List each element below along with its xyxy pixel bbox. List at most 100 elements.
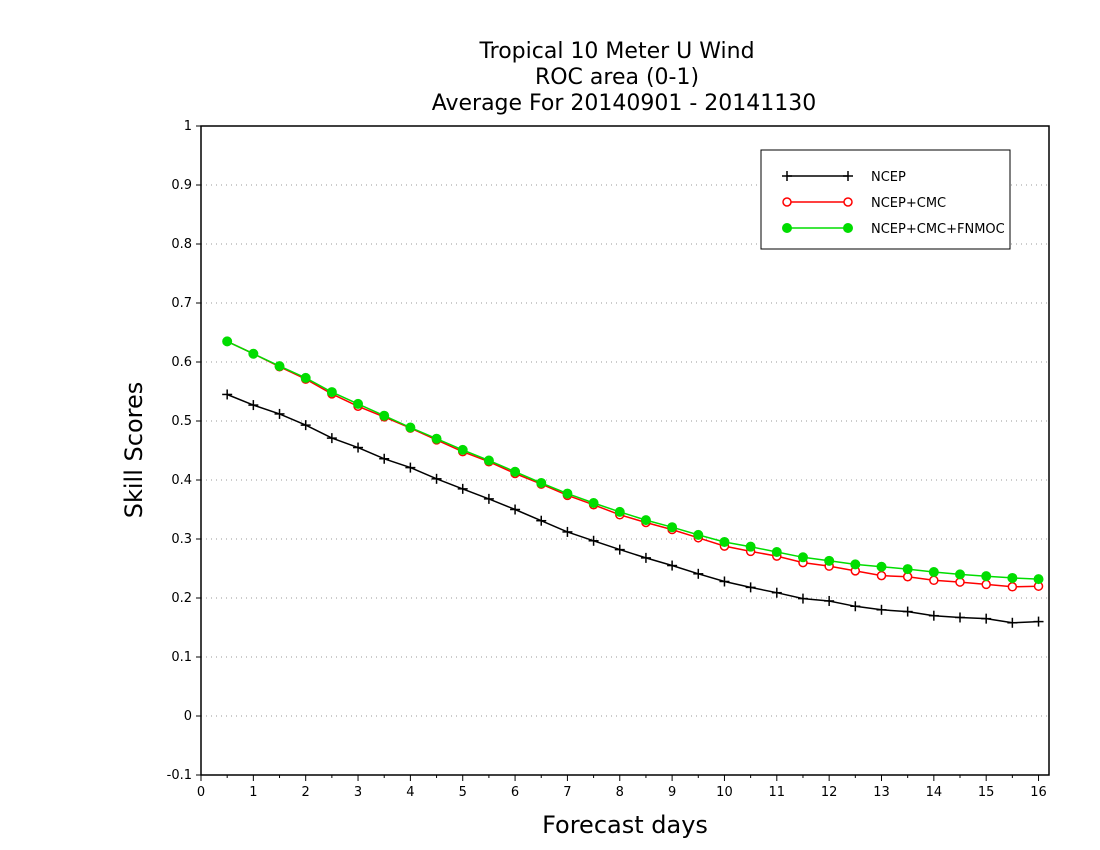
data-point-ncep — [457, 483, 468, 494]
x-tick-label: 14 — [926, 785, 943, 800]
data-point-ncep — [667, 560, 678, 571]
data-point-ncep — [614, 544, 625, 555]
data-point-ncep — [588, 535, 599, 546]
data-point-ncep — [353, 442, 364, 453]
y-tick-label: 0.2 — [171, 591, 192, 606]
data-point-ncep-cmc-fnmoc — [771, 546, 782, 557]
series-line-ncep — [226, 393, 1039, 624]
y-tick-label: 0 — [184, 709, 192, 724]
legend-marker — [782, 223, 792, 233]
x-tick-label: 8 — [616, 785, 624, 800]
chart-title: Tropical 10 Meter U Wind ROC area (0-1) … — [432, 39, 817, 116]
data-point-ncep-cmc-fnmoc — [928, 567, 939, 578]
data-point-ncep-cmc-fnmoc — [955, 569, 966, 580]
data-point-ncep-cmc-fnmoc — [745, 541, 756, 552]
data-point-ncep — [1007, 617, 1018, 628]
y-tick-label: 0.8 — [171, 237, 192, 252]
data-point-ncep — [483, 493, 494, 504]
y-axis-ticks: -0.1 0 0.1 0.2 0.3 0.4 0.5 0.6 0.7 0.8 0.9 1 — [167, 119, 201, 783]
series-layer — [222, 336, 1044, 628]
data-point-ncep-cmc-fnmoc — [326, 387, 337, 398]
data-point-ncep — [274, 408, 285, 419]
x-tick-label: 7 — [563, 785, 571, 800]
data-point-ncep — [797, 593, 808, 604]
x-tick-label: 4 — [406, 785, 414, 800]
series-ncep — [222, 389, 1044, 628]
y-tick-label: 0.6 — [171, 355, 192, 370]
data-point-ncep-cmc-fnmoc — [353, 398, 364, 409]
legend-box — [760, 149, 1011, 250]
y-tick-label: 0.1 — [171, 650, 192, 665]
data-point-ncep-cmc-fnmoc — [667, 522, 678, 533]
y-axis-label: Skill Scores — [120, 382, 148, 519]
x-axis-label: Forecast days — [542, 811, 708, 839]
legend-marker — [843, 197, 853, 207]
legend-item-ncep-cmc: NCEP+CMC — [782, 196, 946, 211]
data-point-ncep-cmc — [1007, 582, 1018, 592]
data-point-ncep-cmc-fnmoc — [824, 555, 835, 566]
data-point-ncep-cmc-fnmoc — [222, 336, 233, 347]
legend-label: NCEP — [871, 170, 906, 185]
chart-title-line-3: Average For 20140901 - 20141130 — [432, 91, 817, 116]
data-point-ncep-cmc-fnmoc — [1007, 572, 1018, 583]
data-point-ncep — [719, 576, 730, 587]
data-point-ncep — [379, 453, 390, 464]
data-point-ncep-cmc-fnmoc — [379, 410, 390, 421]
legend-marker — [843, 223, 853, 233]
data-point-ncep-cmc-fnmoc — [562, 488, 573, 499]
x-tick-label: 6 — [511, 785, 519, 800]
x-tick-label: 12 — [821, 785, 838, 800]
y-tick-label: -0.1 — [167, 768, 192, 783]
data-point-ncep-cmc-fnmoc — [248, 348, 259, 359]
gridlines — [201, 184, 1049, 717]
y-tick-label: 0.9 — [171, 178, 192, 193]
data-point-ncep-cmc-fnmoc — [510, 466, 521, 477]
data-point-ncep-cmc — [981, 579, 991, 590]
data-point-ncep-cmc-fnmoc — [640, 515, 651, 526]
legend-label: NCEP+CMC+FNMOC — [871, 222, 1005, 237]
data-point-ncep-cmc-fnmoc — [693, 529, 704, 540]
data-point-ncep-cmc-fnmoc — [902, 564, 913, 575]
legend: NCEP NCEP+CMC NCEP+CMC+FNMOC — [760, 149, 1011, 250]
legend-label: NCEP+CMC — [871, 196, 946, 211]
data-point-ncep — [536, 515, 547, 526]
x-tick-label: 11 — [769, 785, 786, 800]
data-point-ncep — [955, 612, 966, 623]
data-point-ncep — [248, 400, 259, 411]
legend-marker — [782, 171, 792, 181]
data-point-ncep — [300, 420, 311, 431]
series-ncep-cmc-fnmoc — [222, 336, 1044, 585]
data-point-ncep — [431, 473, 442, 484]
data-point-ncep-cmc — [929, 575, 939, 586]
data-point-ncep — [326, 433, 337, 444]
y-tick-label: 1 — [184, 119, 192, 134]
data-point-ncep — [693, 568, 704, 579]
x-tick-label: 0 — [197, 785, 205, 800]
legend-marker — [843, 171, 853, 181]
data-point-ncep-cmc-fnmoc — [483, 455, 494, 466]
data-point-ncep-cmc-fnmoc — [431, 433, 442, 444]
data-point-ncep-cmc-fnmoc — [876, 561, 887, 572]
y-tick-label: 0.5 — [171, 414, 192, 429]
y-tick-label: 0.4 — [171, 473, 192, 488]
data-point-ncep — [1033, 616, 1044, 627]
data-point-ncep-cmc-fnmoc — [719, 536, 730, 547]
x-tick-label: 10 — [716, 785, 733, 800]
data-point-ncep — [902, 606, 913, 617]
chart-title-line-2: ROC area (0-1) — [535, 65, 699, 90]
data-point-ncep — [981, 613, 992, 624]
data-point-ncep-cmc-fnmoc — [457, 444, 468, 455]
data-point-ncep-cmc-fnmoc — [797, 552, 808, 563]
x-tick-label: 13 — [873, 785, 890, 800]
data-point-ncep — [640, 552, 651, 563]
data-point-ncep-cmc-fnmoc — [850, 559, 861, 570]
x-axis-ticks: 0 1 2 3 4 5 6 7 8 9 10 11 12 13 14 15 16 — [197, 775, 1047, 800]
data-point-ncep — [510, 504, 521, 515]
data-point-ncep-cmc-fnmoc — [588, 498, 599, 509]
data-point-ncep-cmc-fnmoc — [981, 571, 992, 582]
legend-marker — [782, 197, 792, 207]
series-ncep-cmc — [222, 336, 1044, 592]
y-tick-label: 0.3 — [171, 532, 192, 547]
series-line-ncep-cmc — [226, 340, 1039, 588]
